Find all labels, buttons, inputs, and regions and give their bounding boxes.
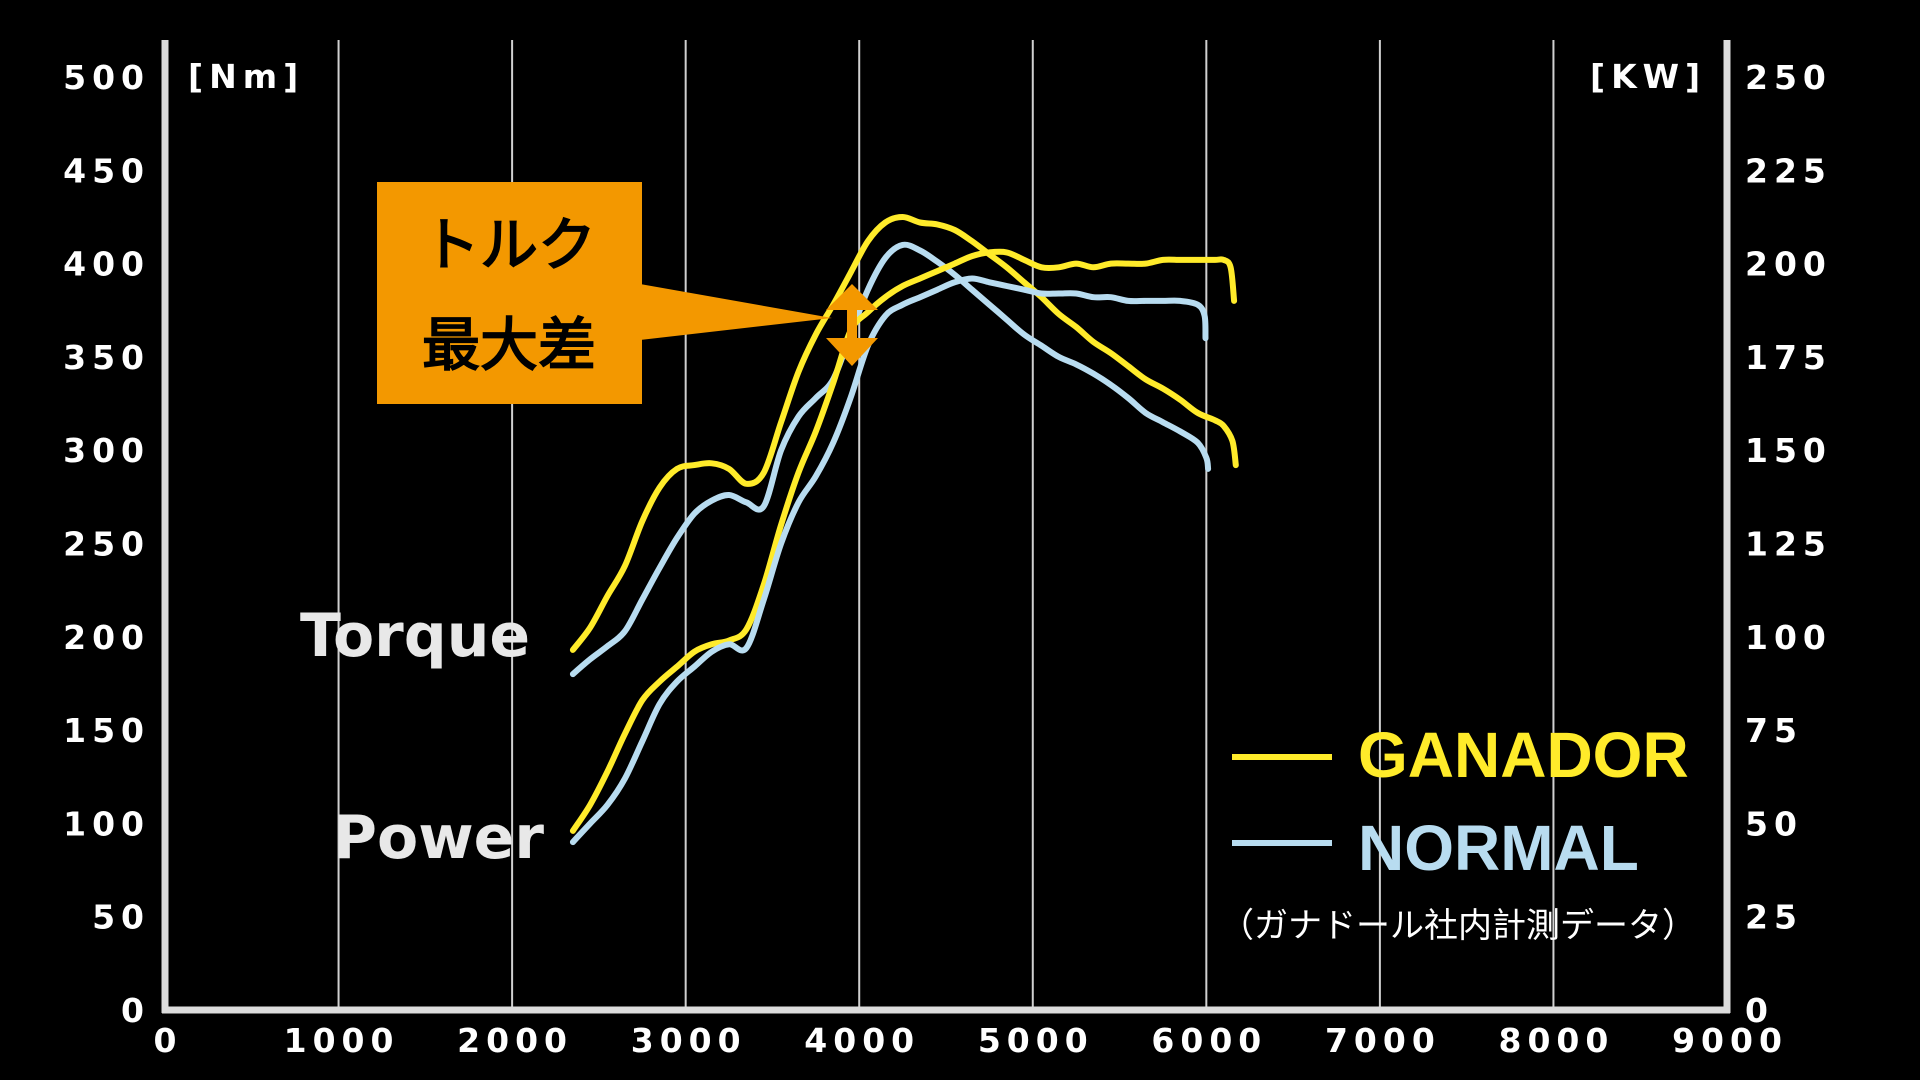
callout-pointer: [640, 284, 832, 340]
left-y-tick-label: 450: [63, 151, 150, 190]
right-y-tick-label: 125: [1745, 525, 1832, 564]
left-y-tick-label: 0: [121, 991, 150, 1030]
right-y-tick-label: 0: [1745, 991, 1774, 1030]
callout-line1: トルク: [422, 211, 596, 279]
left-y-tick-label: 50: [92, 898, 150, 937]
x-tick-label: 2000: [457, 1021, 573, 1060]
difference-arrow-icon: [826, 284, 878, 366]
axes: [161, 40, 1731, 1014]
right-y-tick-label: 200: [1745, 245, 1832, 284]
right-y-tick-label: 175: [1745, 338, 1832, 377]
right-y-tick-label: 150: [1745, 431, 1832, 470]
legend: GANADOR NORMAL: [1232, 719, 1689, 884]
right-y-tick-label: 225: [1745, 151, 1832, 190]
left-y-tick-label: 300: [63, 431, 150, 470]
right-y-tick-label: 50: [1745, 804, 1803, 843]
torque-label: Torque: [300, 601, 530, 671]
normal-torque-line: [569, 241, 1212, 678]
x-tick-label: 0: [154, 1021, 183, 1060]
x-tick-label: 4000: [804, 1021, 920, 1060]
right-y-tick-label: 250: [1745, 58, 1832, 97]
left-y-tick-label: 400: [63, 245, 150, 284]
right-axis-unit: [KW]: [1590, 57, 1706, 96]
right-y-tick-label: 25: [1745, 898, 1803, 937]
x-tick-label: 1000: [284, 1021, 400, 1060]
left-y-tick-label: 350: [63, 338, 150, 377]
left-y-tick-label: 200: [63, 618, 150, 657]
callout-line2: 最大差: [422, 311, 596, 379]
x-tick-label: 7000: [1325, 1021, 1441, 1060]
x-tick-label: 8000: [1499, 1021, 1615, 1060]
max-torque-callout: トルク 最大差: [377, 182, 832, 404]
left-y-tick-label: 150: [63, 711, 150, 750]
power-label: Power: [333, 803, 544, 873]
left-axis-unit: [Nm]: [188, 57, 304, 96]
ganador-power-line: [569, 248, 1238, 834]
right-y-tick-label: 100: [1745, 618, 1832, 657]
left-y-tick-label: 100: [63, 804, 150, 843]
normal-power-line: [569, 275, 1209, 846]
tick-labels: 0 1000 2000 3000 4000 5000 6000 7000 8000 9000050…: [63, 58, 1832, 1060]
data-source-note: （ガナドール社内計測データ）: [1220, 906, 1696, 946]
callout-box: [377, 182, 642, 404]
right-y-tick-label: 75: [1745, 711, 1803, 750]
ganador-torque-line: [569, 214, 1239, 653]
x-tick-label: 3000: [631, 1021, 747, 1060]
left-y-tick-label: 500: [63, 58, 150, 97]
x-tick-label: 5000: [978, 1021, 1094, 1060]
series: [569, 214, 1239, 846]
left-y-tick-label: 250: [63, 525, 150, 564]
x-tick-label: 9000: [1672, 1021, 1788, 1060]
legend-label-normal: NORMAL: [1358, 812, 1639, 884]
legend-label-ganador: GANADOR: [1358, 719, 1689, 791]
x-tick-label: 6000: [1151, 1021, 1267, 1060]
